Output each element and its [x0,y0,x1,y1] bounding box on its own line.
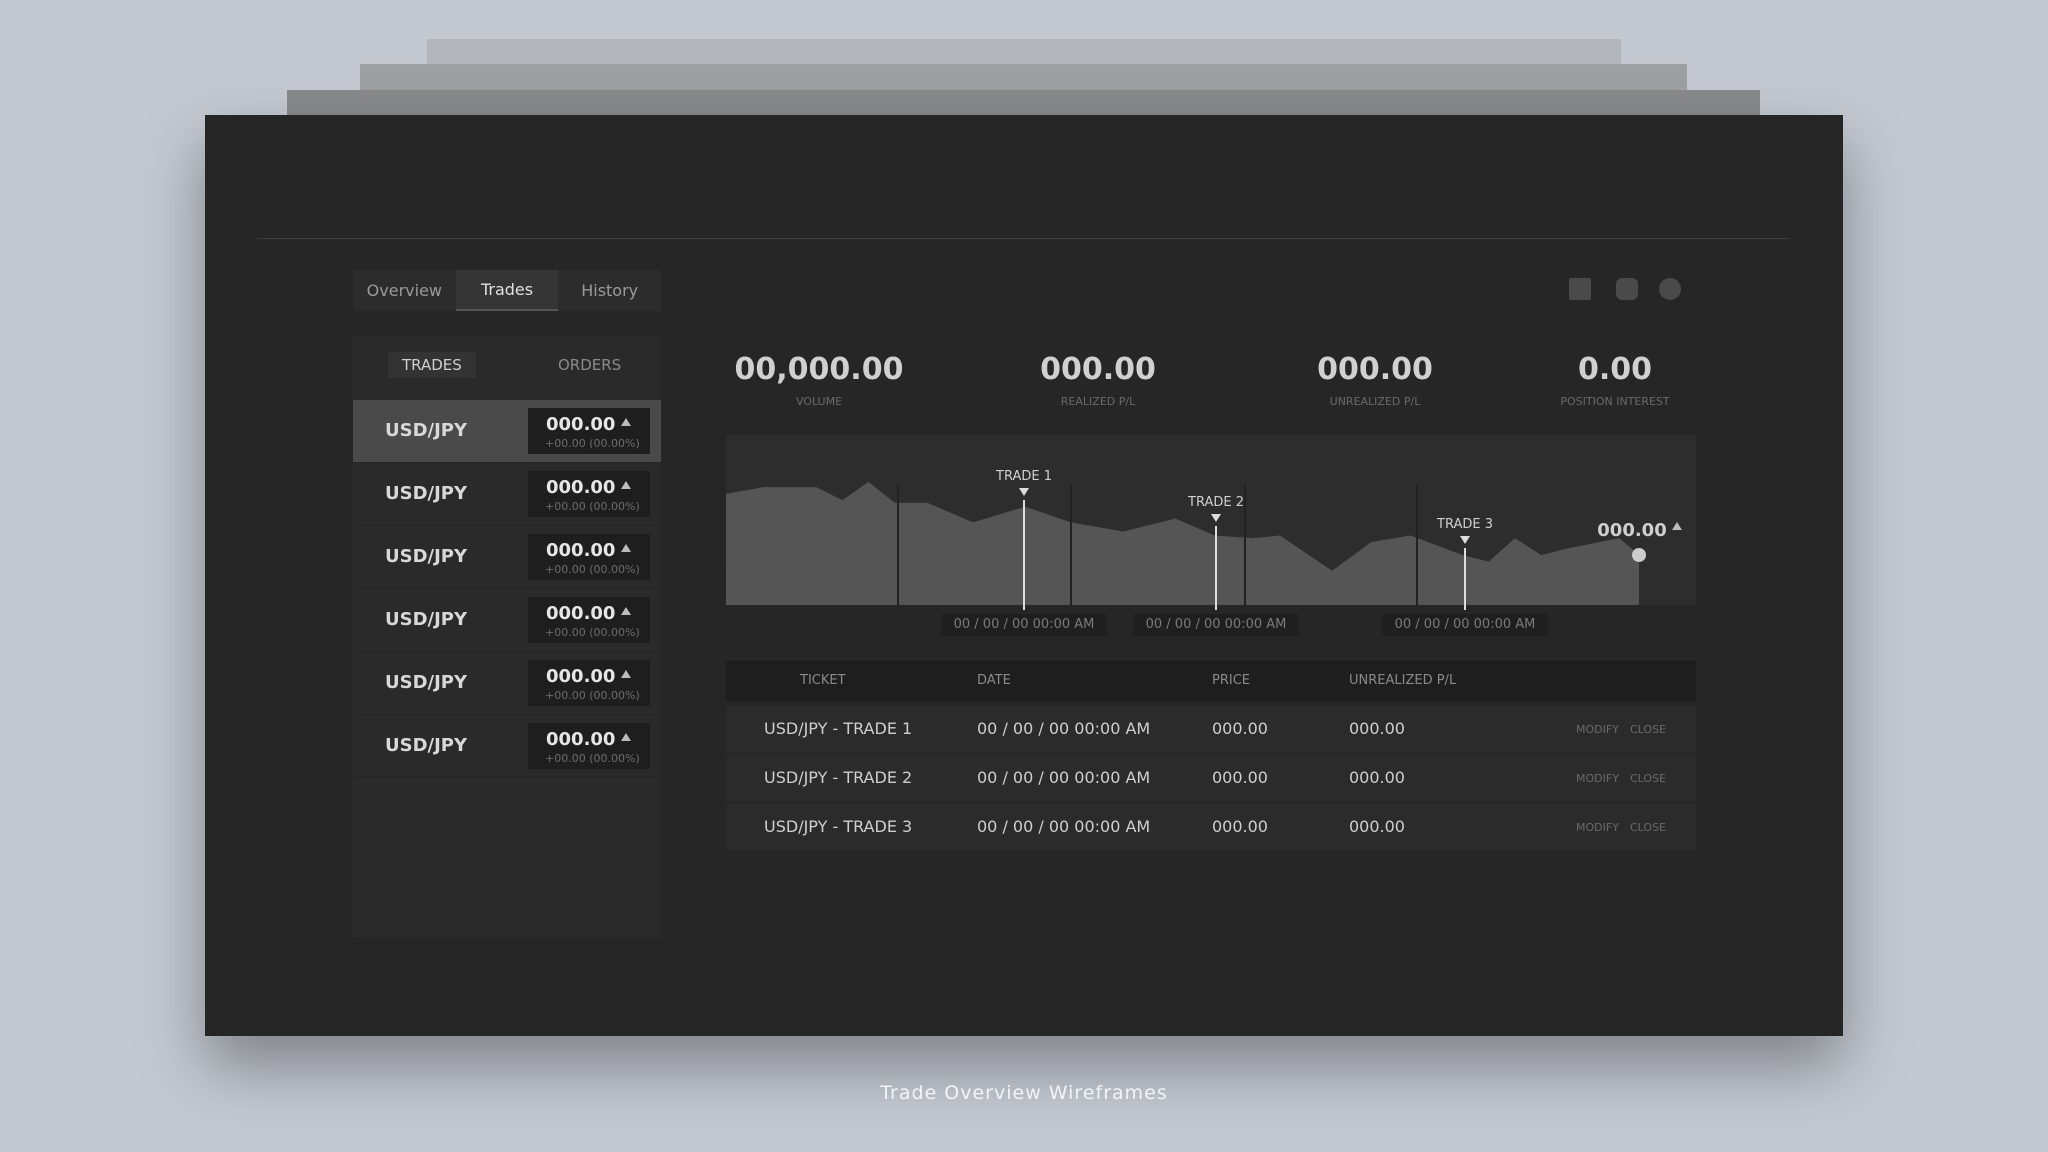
table-header [726,661,1696,701]
column-header: DATE [977,673,1011,688]
marker-date: 00 / 00 / 00 00:00 AM [1133,614,1299,636]
price: 000.00 [546,414,616,435]
marker-arrow [1460,536,1470,544]
price-box: 000.00 +00.00 (00.00%) [528,471,650,517]
caption: Trade Overview Wireframes [880,1082,1168,1104]
up-arrow [1672,522,1682,530]
divider [257,238,1790,239]
instrument-row[interactable]: USD/JPY 000.00 +00.00 (00.00%) [353,589,661,652]
tab[interactable]: Trades [455,270,559,311]
price-box: 000.00 +00.00 (00.00%) [528,534,650,580]
up-arrow [621,418,631,426]
stat-value: 0.00 [1577,352,1653,387]
stat-label: POSITION INTEREST [1560,395,1670,408]
price-box: 000.00 +00.00 (00.00%) [528,408,650,454]
cell: 000.00 [1212,768,1268,787]
price: 000.00 [546,603,616,624]
change: +00.00 (00.00%) [545,626,640,639]
marker-date: 00 / 00 / 00 00:00 AM [941,614,1107,636]
cell: 000.00 [1212,817,1268,836]
stat-label: REALIZED P/L [1060,395,1136,408]
symbol: USD/JPY [385,483,468,504]
tab[interactable]: History [581,281,639,300]
symbol: USD/JPY [385,735,468,756]
area [726,481,1639,605]
up-arrow [621,481,631,489]
table-row [726,706,1696,754]
up-arrow [621,670,631,678]
cell: 00 / 00 / 00 00:00 AM [977,768,1151,787]
table-row [726,804,1696,852]
area-chart [726,435,1696,610]
price-box: 000.00 +00.00 (00.00%) [528,723,650,769]
cell: 000.00 [1349,719,1405,738]
cell: 000.00 [1349,817,1405,836]
price: 000.00 [546,666,616,687]
stat-value: 000.00 [1317,352,1433,387]
instrument-row[interactable]: USD/JPY 000.00 +00.00 (00.00%) [353,463,661,526]
instrument-row[interactable]: USD/JPY 000.00 +00.00 (00.00%) [353,715,661,778]
change: +00.00 (00.00%) [545,563,640,576]
price: 000.00 [546,477,616,498]
price: 000.00 [546,540,616,561]
action[interactable]: CLOSE [1630,772,1667,785]
symbol: USD/JPY [385,609,468,630]
marker-label: TRADE 3 [1437,517,1493,532]
icon-button[interactable] [1659,278,1681,300]
marker-date: 00 / 00 / 00 00:00 AM [1382,614,1548,636]
marker-arrow [1019,488,1029,496]
icon-button[interactable] [1569,278,1591,300]
column-header: PRICE [1212,673,1250,688]
change: +00.00 (00.00%) [545,689,640,702]
symbol: USD/JPY [385,420,468,441]
table-row [726,755,1696,803]
dividers [897,485,1418,605]
action[interactable]: CLOSE [1630,821,1667,834]
up-arrow [621,544,631,552]
cell: USD/JPY - TRADE 2 [764,768,913,787]
instrument-row[interactable]: USD/JPY 000.00 +00.00 (00.00%) [353,652,661,715]
icon-button[interactable] [1616,278,1638,300]
action[interactable]: MODIFY [1576,821,1619,834]
trade-lines [1023,500,1466,610]
action[interactable]: MODIFY [1576,772,1619,785]
price-box: 000.00 +00.00 (00.00%) [528,660,650,706]
action[interactable]: MODIFY [1576,723,1619,736]
marker-label: TRADE 2 [1188,495,1244,510]
instrument-row[interactable]: USD/JPY 000.00 +00.00 (00.00%) [353,400,661,463]
cell: 00 / 00 / 00 00:00 AM [977,817,1151,836]
stat-label: UNREALIZED P/L [1329,395,1421,408]
cell: 000.00 [1212,719,1268,738]
subtab[interactable]: TRADES [388,352,476,378]
price-box: 000.00 +00.00 (00.00%) [528,597,650,643]
price: 000.00 [546,729,616,750]
marker-label: TRADE 1 [996,469,1052,484]
up-arrow [621,733,631,741]
stat-value: 00,000.00 [734,352,904,387]
instrument-row[interactable]: USD/JPY 000.00 +00.00 (00.00%) [353,526,661,589]
symbol: USD/JPY [385,546,468,567]
subtab[interactable]: ORDERS [558,356,622,374]
current-value: 000.00 [1597,520,1667,541]
cell: 00 / 00 / 00 00:00 AM [977,719,1151,738]
column-header: TICKET [800,673,846,688]
symbol: USD/JPY [385,672,468,693]
up-arrow [621,607,631,615]
column-header: UNREALIZED P/L [1349,673,1457,688]
cell: USD/JPY - TRADE 1 [764,719,913,738]
tab[interactable]: Overview [366,281,442,300]
cell: 000.00 [1349,768,1405,787]
change: +00.00 (00.00%) [545,752,640,765]
change: +00.00 (00.00%) [545,500,640,513]
stat-value: 000.00 [1040,352,1156,387]
stat-label: VOLUME [795,395,843,408]
cell: USD/JPY - TRADE 3 [764,817,913,836]
marker-arrow [1211,514,1221,522]
change: +00.00 (00.00%) [545,437,640,450]
current-point [1632,548,1646,562]
tab-bar: Overview Trades History [353,270,661,311]
action[interactable]: CLOSE [1630,723,1667,736]
